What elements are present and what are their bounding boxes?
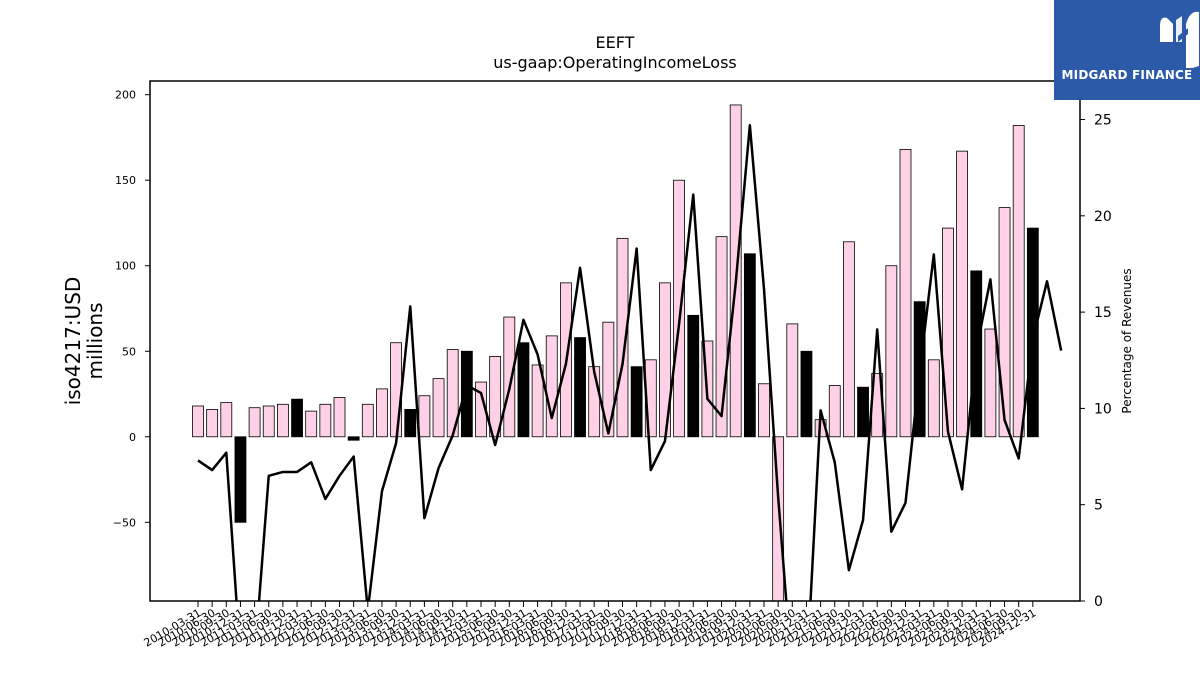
quarter-bar xyxy=(772,436,785,602)
right-axis-ticks: 0 5 10 15 20 25 xyxy=(1080,113,1112,610)
annual-bar xyxy=(404,409,417,438)
quarter-bar xyxy=(361,403,374,438)
quarter-bar xyxy=(192,405,204,438)
quarter-bar xyxy=(545,335,558,438)
annual-bar xyxy=(291,398,303,438)
quarter-bar xyxy=(616,237,629,438)
midgard-logo-mark-icon xyxy=(1160,11,1199,68)
quarter-bar xyxy=(786,323,799,438)
quarter-bar xyxy=(843,241,855,438)
y-tick-label: 200 xyxy=(115,89,136,102)
percentage-line xyxy=(197,124,1063,601)
y2-tick-label: 5 xyxy=(1094,498,1103,514)
quarter-bar xyxy=(715,236,728,438)
quarter-bar xyxy=(220,402,233,438)
quarter-bar xyxy=(333,397,346,438)
y2-tick-label: 20 xyxy=(1094,209,1112,225)
quarter-bar xyxy=(276,403,289,438)
y2-tick-label: 0 xyxy=(1094,594,1103,610)
y-tick-label: 0 xyxy=(129,431,136,444)
quarter-bar xyxy=(758,383,770,438)
quarter-bar xyxy=(418,395,431,438)
quarter-bar xyxy=(531,364,544,438)
annual-bar xyxy=(1026,227,1039,438)
quarter-bar xyxy=(432,378,445,438)
y-axis-label-line: millions xyxy=(83,302,107,379)
quarter-bar xyxy=(885,265,898,438)
bar-series xyxy=(192,104,1039,602)
annual-bar xyxy=(800,350,813,438)
annual-bar xyxy=(743,253,756,438)
quarter-bar xyxy=(602,321,615,438)
quarter-bar xyxy=(489,355,502,438)
y2-tick-label: 15 xyxy=(1094,305,1112,321)
quarter-bar xyxy=(248,407,261,438)
quarter-bar xyxy=(319,403,332,438)
annual-bar xyxy=(574,337,586,438)
chart-subtitle: us-gaap:OperatingIncomeLoss xyxy=(493,53,737,72)
y-axis-label: iso4217:USDmillions xyxy=(61,277,107,406)
quarter-bar xyxy=(305,410,318,438)
chart-title: EEFT xyxy=(596,33,635,52)
y-tick-label: 150 xyxy=(115,174,136,187)
y2-axis-label: Percentage of Revenues xyxy=(1120,268,1134,413)
quarter-bar xyxy=(927,359,940,438)
quarter-bar xyxy=(998,207,1011,438)
brand-logo: MIDGARD FINANCE xyxy=(1054,0,1200,100)
quarter-bar xyxy=(899,149,912,438)
quarter-bar xyxy=(1012,125,1025,438)
brand-name: MIDGARD FINANCE xyxy=(1061,68,1193,82)
annual-bar xyxy=(347,436,360,441)
plot-frame xyxy=(149,80,1081,602)
quarter-bar xyxy=(390,342,403,438)
y2-tick-label: 25 xyxy=(1094,113,1112,129)
annual-bar xyxy=(857,386,869,438)
percentage-line-series xyxy=(197,124,1063,601)
y-tick-label: −50 xyxy=(113,516,136,529)
quarter-bar xyxy=(984,328,997,438)
annual-bar xyxy=(234,436,247,523)
quarter-bar xyxy=(673,179,685,438)
quarter-bar xyxy=(503,316,516,438)
quarter-bar xyxy=(206,409,219,438)
quarter-bar xyxy=(376,388,388,438)
annual-bar xyxy=(687,314,700,438)
y2-tick-label: 10 xyxy=(1094,401,1112,417)
quarter-bar xyxy=(942,227,954,438)
y-tick-label: 50 xyxy=(122,345,136,358)
annual-bar xyxy=(460,350,473,438)
quarter-bar xyxy=(828,385,841,438)
left-axis-ticks: −50 0 50 100 150 200 xyxy=(113,89,150,529)
y-axis-label-line: iso4217:USD xyxy=(61,277,85,406)
annual-bar xyxy=(517,342,530,438)
quarter-bar xyxy=(262,405,275,438)
x-axis-ticks: 2010-03-312010-06-302010-09-302010-12-31… xyxy=(142,601,1038,650)
annual-bar xyxy=(630,366,643,438)
quarter-bar xyxy=(956,150,968,438)
y-tick-label: 100 xyxy=(115,260,136,273)
